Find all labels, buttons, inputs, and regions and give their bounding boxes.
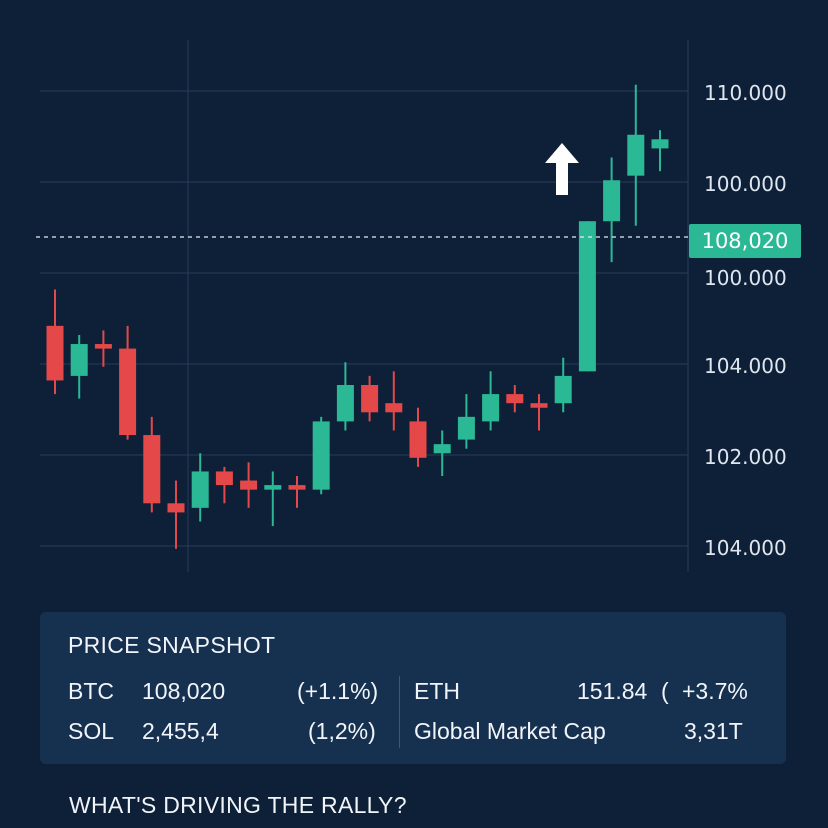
eth-symbol: ETH xyxy=(414,678,460,704)
candle-body xyxy=(119,348,137,436)
candle-body xyxy=(94,344,112,349)
candle-body xyxy=(143,435,161,504)
current-price-tag xyxy=(689,224,801,258)
candle-body xyxy=(433,444,451,454)
y-axis-tick-label: 100.000 xyxy=(704,266,787,290)
sol-symbol: SOL xyxy=(68,718,115,744)
candle-body xyxy=(191,471,209,508)
y-axis-tick-label: 104.000 xyxy=(704,354,787,378)
candle-body xyxy=(578,221,596,372)
candle-body xyxy=(167,503,185,513)
candle xyxy=(554,357,572,413)
candle-body xyxy=(603,180,621,222)
eth-change: +3.7% xyxy=(682,678,748,704)
candle-body xyxy=(506,394,524,404)
candle xyxy=(385,371,403,431)
current-price-tag-text: 108,020 xyxy=(702,229,789,253)
candle xyxy=(46,289,64,395)
candle xyxy=(651,130,669,172)
candle xyxy=(143,416,161,513)
candle xyxy=(457,394,475,449)
market-cap-label: Global Market Cap xyxy=(414,718,606,744)
y-axis-tick-label: 104.000 xyxy=(704,536,787,560)
snapshot-title: PRICE SNAPSHOT xyxy=(68,632,276,658)
candle xyxy=(530,394,548,431)
candle xyxy=(70,334,88,399)
candle xyxy=(627,84,645,226)
candle-body xyxy=(385,403,403,413)
y-axis-tick-label: 110.000 xyxy=(704,81,787,105)
candle-body xyxy=(482,394,500,422)
candle xyxy=(409,407,427,467)
candle-body xyxy=(70,344,88,376)
candle xyxy=(578,221,596,372)
candle-body xyxy=(651,139,669,149)
candle xyxy=(336,362,354,431)
y-axis-tick-label: 100.000 xyxy=(704,172,787,196)
candle xyxy=(482,371,500,431)
candle-body xyxy=(409,421,427,458)
candle xyxy=(361,375,379,422)
btc-price: 108,020 xyxy=(142,678,226,704)
eth-price: 151.84 xyxy=(577,678,648,704)
candle xyxy=(240,462,258,508)
section-heading: WHAT'S DRIVING THE RALLY? xyxy=(69,792,407,818)
candle-body xyxy=(264,485,282,490)
candle-body xyxy=(215,471,233,486)
price-snapshot-panel: PRICE SNAPSHOT BTC 108,020 (+1.1%) SOL 2… xyxy=(40,612,786,764)
candle-body xyxy=(240,480,258,490)
candle-body xyxy=(361,385,379,413)
btc-change: (+1.1%) xyxy=(297,678,379,704)
up-arrow-icon xyxy=(545,143,579,195)
candle xyxy=(288,476,306,508)
candle xyxy=(167,480,185,549)
sol-price: 2,455,4 xyxy=(142,718,219,744)
candle xyxy=(312,416,330,495)
candle-body xyxy=(530,403,548,408)
candle xyxy=(191,453,209,522)
candle-body xyxy=(336,385,354,422)
market-cap-value: 3,31T xyxy=(684,718,743,744)
sol-change: (1,2%) xyxy=(308,718,376,744)
candle-body xyxy=(627,134,645,176)
candle xyxy=(603,157,621,263)
candle-body xyxy=(457,416,475,440)
candle-body xyxy=(46,325,64,381)
candle xyxy=(264,471,282,527)
candle xyxy=(119,325,137,440)
y-axis-tick-label: 102.000 xyxy=(704,445,787,469)
candle xyxy=(94,330,112,367)
candle xyxy=(433,430,451,476)
y-axis: 110.000 100.000 100.000 104.000 102.000 104.0… xyxy=(704,81,787,560)
candle-body xyxy=(554,375,572,404)
candle-body xyxy=(312,421,330,490)
snapshot-divider xyxy=(399,676,400,748)
btc-symbol: BTC xyxy=(68,678,114,704)
candle xyxy=(506,385,524,413)
eth-paren: ( xyxy=(661,678,669,704)
candle-body xyxy=(288,485,306,490)
price-chart: 110.000 100.000 100.000 104.000 102.000 104.0… xyxy=(36,40,801,572)
candle xyxy=(215,466,233,504)
candlestick-series xyxy=(46,84,669,549)
